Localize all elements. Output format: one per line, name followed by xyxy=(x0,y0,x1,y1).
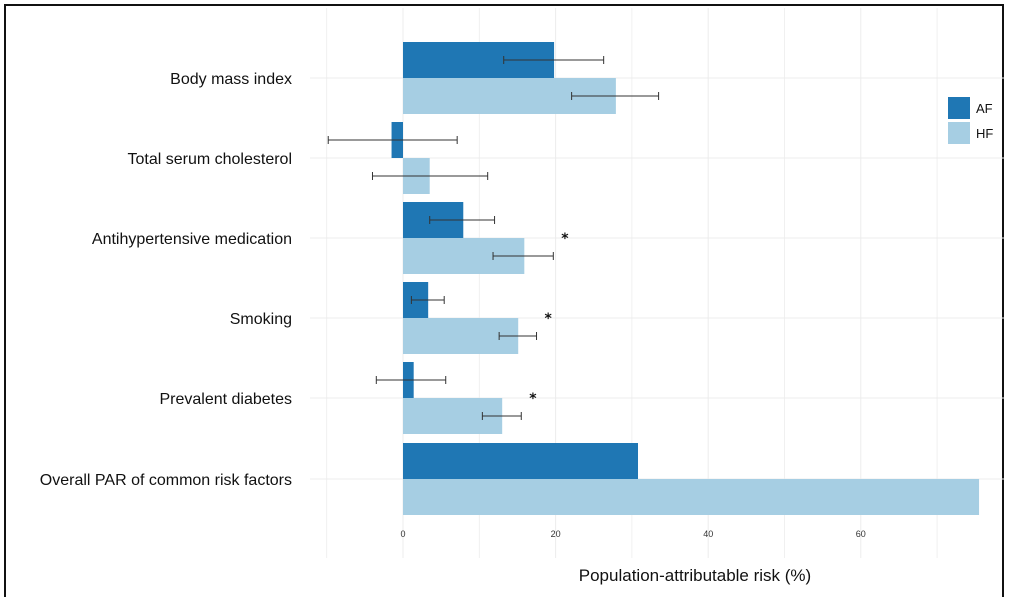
x-tick-label: 40 xyxy=(703,529,713,539)
error-bar-af xyxy=(503,56,605,64)
category-labels: Body mass index Total serum cholesterol An… xyxy=(40,71,292,489)
error-bar-af xyxy=(375,376,447,384)
error-bar-hf xyxy=(492,252,554,260)
error-bar-af xyxy=(410,296,445,304)
x-axis-title: Population-attributable risk (%) xyxy=(579,566,811,585)
category-label: Overall PAR of common risk factors xyxy=(40,472,292,489)
significance-star: * xyxy=(561,231,569,247)
error-bar-hf xyxy=(498,332,538,340)
category-label: Antihypertensive medication xyxy=(92,231,292,248)
legend-label-hf: HF xyxy=(976,126,993,141)
legend-swatch-hf xyxy=(948,122,970,144)
bar-af xyxy=(403,443,639,479)
category-label: Prevalent diabetes xyxy=(159,391,292,408)
legend-label-af: AF xyxy=(976,101,993,116)
error-bar-hf xyxy=(571,92,660,100)
error-bar-hf xyxy=(481,412,522,420)
error-bars xyxy=(327,56,660,420)
bar-hf xyxy=(403,479,980,515)
x-tick-label: 60 xyxy=(856,529,866,539)
category-label: Body mass index xyxy=(170,71,292,88)
x-tick-label: 20 xyxy=(551,529,561,539)
x-tick-label: 0 xyxy=(400,529,405,539)
significance-star: * xyxy=(529,391,537,407)
bars xyxy=(391,42,980,515)
x-tick-labels: 0 20 40 60 xyxy=(400,529,865,539)
legend: AF HF xyxy=(948,97,993,144)
error-bar-af xyxy=(327,136,458,144)
error-bar-af xyxy=(429,216,496,224)
error-bar-hf xyxy=(371,172,489,180)
category-label: Total serum cholesterol xyxy=(127,151,292,168)
significance-markers: * * * xyxy=(529,231,569,407)
category-label: Smoking xyxy=(230,311,292,328)
chart-frame xyxy=(4,4,1004,597)
legend-swatch-af xyxy=(948,97,970,119)
significance-star: * xyxy=(545,311,553,327)
